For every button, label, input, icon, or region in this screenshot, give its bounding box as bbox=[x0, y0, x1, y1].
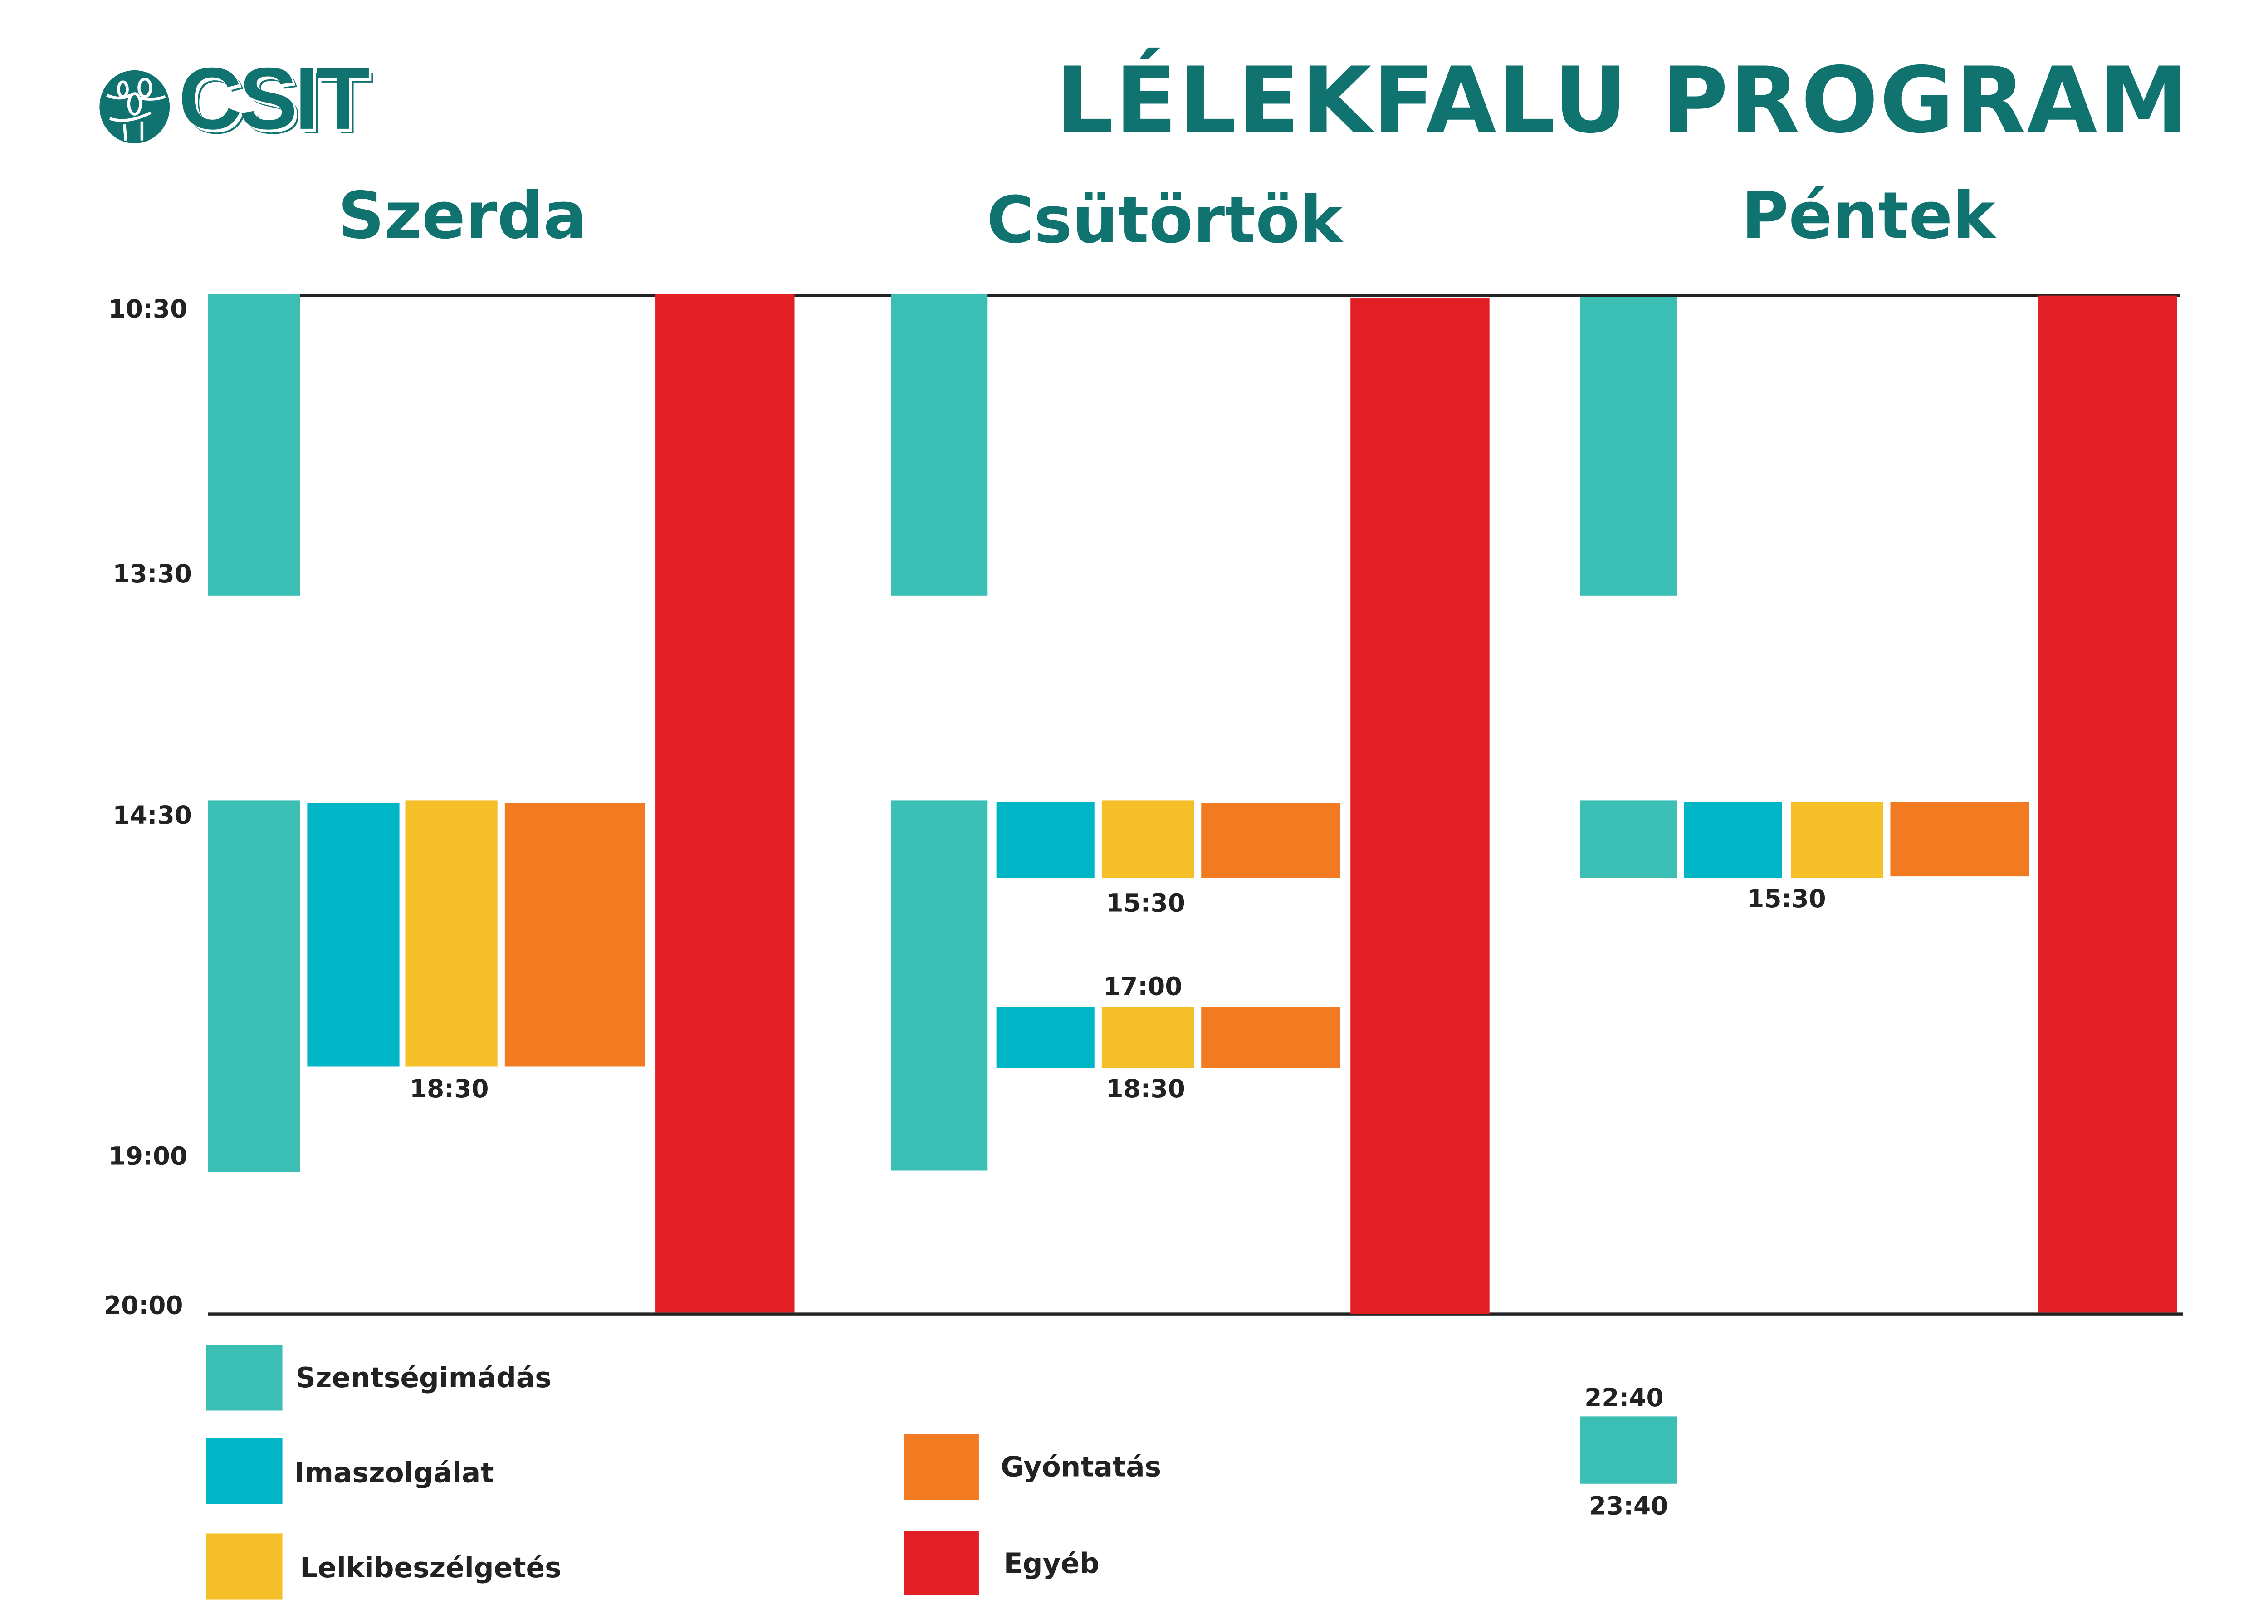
legend-swatch-imaszolgalat bbox=[206, 1438, 283, 1504]
block-gyontatas bbox=[1201, 1007, 1340, 1068]
block-gyontatas bbox=[504, 803, 645, 1067]
legend-label: Egyéb bbox=[1003, 1548, 1100, 1580]
axis-label: 13:30 bbox=[112, 560, 192, 590]
block-szentsegimadas bbox=[891, 294, 988, 596]
block-lelkibeszelgetes bbox=[1101, 1007, 1194, 1068]
block-lelkibeszelgetes bbox=[1791, 802, 1883, 878]
block-imaszolgalat bbox=[307, 803, 400, 1067]
legend-label: Szentségimádás bbox=[295, 1362, 552, 1394]
block-egyeb bbox=[1350, 298, 1490, 1314]
block-szentsegimadas bbox=[1580, 297, 1677, 596]
time-label: 17:00 bbox=[1103, 973, 1183, 1003]
block-lelkibeszelgetes bbox=[1101, 800, 1194, 878]
block-gyontatas bbox=[1890, 802, 2029, 877]
legend-label: Gyóntatás bbox=[1001, 1451, 1162, 1484]
block-gyontatas bbox=[1201, 803, 1340, 878]
block-szentsegimadas bbox=[891, 800, 988, 1171]
logo-text: CSIT bbox=[178, 49, 370, 148]
block-imaszolgalat bbox=[996, 802, 1095, 878]
time-label: 18:30 bbox=[409, 1075, 489, 1105]
block-egyeb bbox=[655, 294, 795, 1313]
page-title: LÉLEKFALU PROGRAM bbox=[1056, 47, 2190, 154]
axis-label: 19:00 bbox=[108, 1143, 188, 1172]
legend-label: Lelkibeszélgetés bbox=[300, 1552, 562, 1585]
block-szentsegimadas bbox=[208, 294, 300, 596]
day-heading-pentek: Péntek bbox=[1741, 179, 1996, 254]
time-label: 18:30 bbox=[1106, 1075, 1185, 1105]
people-emblem-icon bbox=[99, 70, 170, 144]
legend-swatch-szentsegimadas bbox=[206, 1345, 283, 1411]
time-label: 22:40 bbox=[1584, 1384, 1664, 1414]
top-axis-line bbox=[208, 294, 2180, 297]
bottom-axis-line bbox=[208, 1312, 2183, 1315]
axis-label: 14:30 bbox=[112, 802, 192, 832]
day-heading-szerda: Szerda bbox=[338, 179, 587, 254]
block-lelkibeszelgetes bbox=[405, 800, 498, 1067]
day-heading-csutortok: Csütörtök bbox=[987, 183, 1343, 259]
legend-label: Imaszolgálat bbox=[294, 1457, 494, 1490]
legend-swatch-egyeb bbox=[904, 1530, 979, 1595]
time-label: 15:30 bbox=[1106, 890, 1185, 919]
legend-swatch-gyontatas bbox=[904, 1434, 979, 1500]
block-egyeb bbox=[2038, 295, 2177, 1313]
block-imaszolgalat bbox=[996, 1007, 1095, 1068]
time-label: 23:40 bbox=[1589, 1492, 1668, 1522]
block-szentsegimadas bbox=[1580, 800, 1677, 878]
block-imaszolgalat bbox=[1684, 802, 1782, 878]
legend-swatch-lelkibeszelgetes bbox=[206, 1533, 283, 1600]
block-szentsegimadas-night bbox=[1580, 1416, 1677, 1484]
time-label: 15:30 bbox=[1747, 885, 1826, 915]
axis-label: 20:00 bbox=[104, 1292, 183, 1321]
csit-logo bbox=[98, 69, 171, 151]
block-szentsegimadas bbox=[208, 800, 300, 1172]
axis-label: 10:30 bbox=[108, 295, 188, 325]
